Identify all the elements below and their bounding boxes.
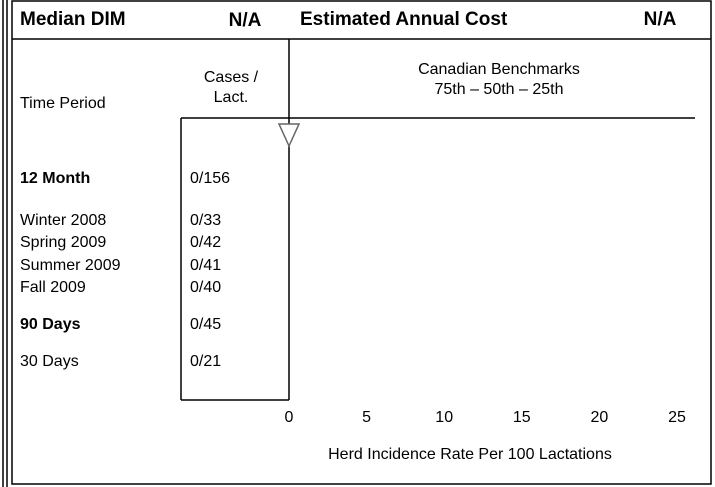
frame	[11, 0, 712, 485]
period: Winter 2008	[20, 212, 106, 229]
x-tick-label: 10	[435, 409, 453, 426]
period: 30 Days	[20, 353, 79, 370]
period: Fall 2009	[20, 279, 86, 296]
cases: 0/33	[190, 212, 221, 229]
label: Median DIM	[20, 9, 126, 30]
x-tick-label: 25	[668, 409, 686, 426]
x-tick-label: 15	[513, 409, 531, 426]
cases: 0/42	[190, 234, 221, 251]
column-header: Time Period	[20, 95, 106, 112]
column-header: Canadian Benchmarks	[418, 61, 580, 78]
column-header: Cases /	[204, 69, 259, 86]
x-tick-label: 5	[362, 409, 371, 426]
x-tick-label: 20	[591, 409, 609, 426]
column-header: 75th – 50th – 25th	[435, 81, 564, 98]
period: Spring 2009	[20, 234, 106, 251]
value: N/A	[229, 10, 262, 31]
label: Estimated Annual Cost	[300, 9, 508, 30]
herd-marker	[277, 123, 301, 148]
cases: 0/40	[190, 279, 221, 296]
cases: 0/45	[190, 316, 221, 333]
cases: 0/41	[190, 257, 221, 274]
value: N/A	[644, 9, 677, 30]
axis-label: Herd Incidence Rate Per 100 Lactations	[328, 446, 612, 463]
column-header: Lact.	[214, 89, 249, 106]
cases: 0/156	[190, 170, 230, 187]
cases: 0/21	[190, 353, 221, 370]
x-tick-label: 0	[285, 409, 294, 426]
period: 12 Month	[20, 170, 90, 187]
period: 90 Days	[20, 316, 81, 333]
period: Summer 2009	[20, 257, 121, 274]
